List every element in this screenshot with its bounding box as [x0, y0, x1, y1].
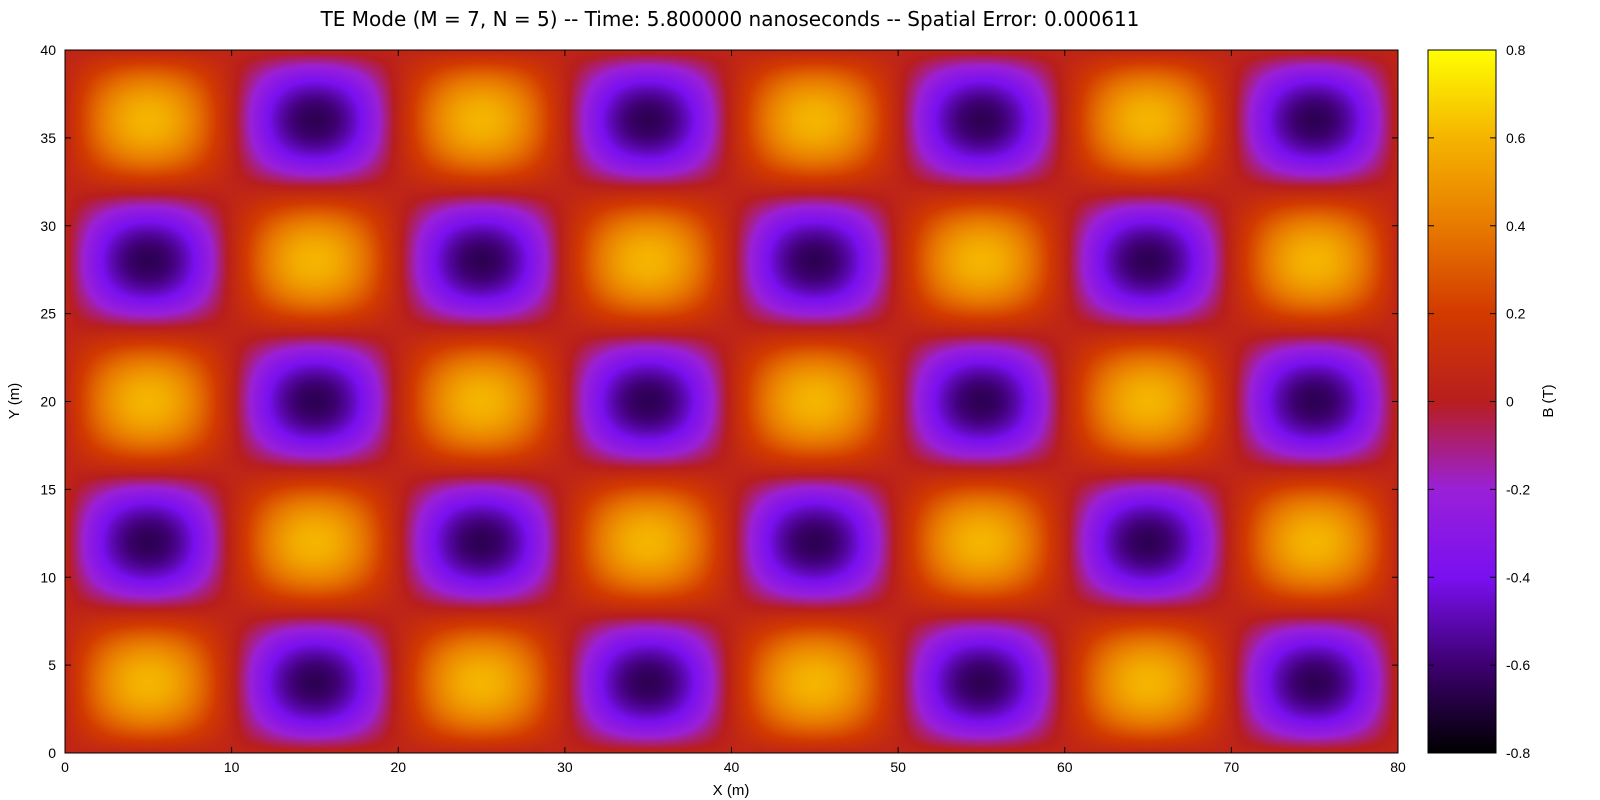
colorbar-tick-label: 0.4: [1506, 218, 1526, 234]
chart-title: TE Mode (M = 7, N = 5) -- Time: 5.800000…: [320, 7, 1140, 31]
y-tick-label: 25: [40, 306, 56, 322]
y-tick-label: 40: [40, 42, 56, 58]
colorbar-tick-label: 0: [1506, 394, 1514, 410]
y-tick-label: 10: [40, 569, 56, 585]
colorbar-tick-label: -0.8: [1506, 745, 1530, 761]
x-axis: 0 10 20 30 40 50 60 70 80: [61, 50, 1406, 775]
colorbar-tick-label: 0.8: [1506, 42, 1526, 58]
y-tick-label: 20: [40, 394, 56, 410]
y-tick-label: 15: [40, 481, 56, 497]
y-tick-label: 35: [40, 130, 56, 146]
x-tick-label: 30: [557, 759, 573, 775]
colorbar-gradient: [1427, 49, 1497, 754]
x-tick-label: 60: [1057, 759, 1073, 775]
y-tick-label: 30: [40, 218, 56, 234]
x-tick-label: 70: [1224, 759, 1240, 775]
colorbar: [1427, 49, 1497, 754]
x-tick-label: 0: [61, 759, 69, 775]
y-tick-label: 0: [48, 745, 56, 761]
x-tick-label: 20: [390, 759, 406, 775]
y-axis: 0 5 10 15 20 25 30 35 40: [40, 42, 1398, 761]
colorbar-tick-label: -0.6: [1506, 657, 1530, 673]
x-tick-label: 50: [890, 759, 906, 775]
y-axis-label: Y (m): [6, 383, 23, 419]
colorbar-tick-label: -0.2: [1506, 481, 1530, 497]
colorbar-label: B (T): [1540, 384, 1557, 417]
colorbar-tick-label: 0.2: [1506, 306, 1526, 322]
colorbar-tick-label: 0.6: [1506, 130, 1526, 146]
heatmap-image: [65, 50, 1398, 753]
colorbar-tick-label: -0.4: [1506, 569, 1530, 585]
plot-area: [64, 49, 1399, 754]
colorbar-axis: -0.8 -0.6 -0.4 -0.2 0 0.2 0.4 0.6 0.8: [1428, 42, 1530, 761]
x-tick-label: 80: [1390, 759, 1406, 775]
y-tick-label: 5: [48, 657, 56, 673]
x-tick-label: 40: [724, 759, 740, 775]
x-tick-label: 10: [224, 759, 240, 775]
x-axis-label: X (m): [713, 782, 750, 799]
